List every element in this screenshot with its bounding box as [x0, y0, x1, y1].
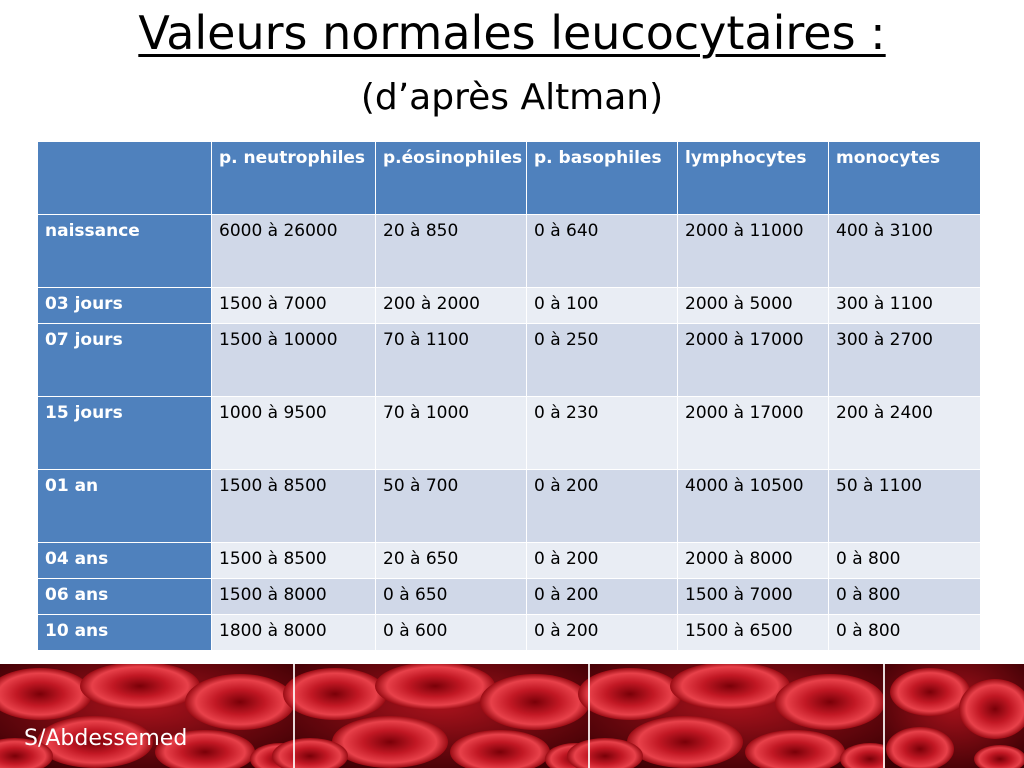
table-cell: 0 à 200	[526, 469, 678, 543]
row-label: 01 an	[37, 469, 212, 543]
table-cell: 200 à 2000	[375, 287, 527, 324]
table-cell: 1500 à 7000	[211, 287, 376, 324]
table-cell: 0 à 650	[375, 578, 527, 615]
slide-title: Valeurs normales leucocytaires :	[0, 4, 1024, 62]
table-row: 03 jours 1500 à 7000 200 à 2000 0 à 100 …	[37, 287, 981, 324]
table-cell: 0 à 200	[526, 542, 678, 579]
table-cell: 0 à 250	[526, 323, 678, 397]
table-cell: 1500 à 6500	[677, 614, 829, 651]
table-row: 04 ans 1500 à 8500 20 à 650 0 à 200 2000…	[37, 542, 981, 579]
table-cell: 70 à 1100	[375, 323, 527, 397]
table-row: 01 an 1500 à 8500 50 à 700 0 à 200 4000 …	[37, 469, 981, 543]
leukocyte-values-table: p. neutrophiles p.éosinophiles p. basoph…	[37, 141, 981, 651]
table-header-cell: p.éosinophiles	[375, 141, 527, 215]
table-cell: 2000 à 5000	[677, 287, 829, 324]
table-cell: 1500 à 8000	[211, 578, 376, 615]
row-label: 03 jours	[37, 287, 212, 324]
table-cell: 1800 à 8000	[211, 614, 376, 651]
table-cell: 0 à 200	[526, 578, 678, 615]
table-cell: 70 à 1000	[375, 396, 527, 470]
table-cell: 2000 à 17000	[677, 323, 829, 397]
table-cell: 2000 à 11000	[677, 214, 829, 288]
table-cell: 4000 à 10500	[677, 469, 829, 543]
table-cell: 20 à 850	[375, 214, 527, 288]
table-cell: 50 à 1100	[828, 469, 981, 543]
table-cell: 50 à 700	[375, 469, 527, 543]
red-blood-cells-image	[0, 664, 1024, 768]
table-row: 15 jours 1000 à 9500 70 à 1000 0 à 230 2…	[37, 396, 981, 470]
table-cell: 20 à 650	[375, 542, 527, 579]
row-label: 10 ans	[37, 614, 212, 651]
row-label: 15 jours	[37, 396, 212, 470]
table-row: 07 jours 1500 à 10000 70 à 1100 0 à 250 …	[37, 323, 981, 397]
author-credit: S/Abdessemed	[24, 726, 188, 751]
table-cell: 6000 à 26000	[211, 214, 376, 288]
red-blood-cells-illustration	[0, 664, 1024, 768]
table-header-cell: p. neutrophiles	[211, 141, 376, 215]
table-header-cell: p. basophiles	[526, 141, 678, 215]
table-cell: 0 à 800	[828, 542, 981, 579]
table-header-cell: monocytes	[828, 141, 981, 215]
row-label: naissance	[37, 214, 212, 288]
table-cell: 1500 à 8500	[211, 542, 376, 579]
table-cell: 1500 à 7000	[677, 578, 829, 615]
table-cell: 0 à 600	[375, 614, 527, 651]
table-cell: 2000 à 17000	[677, 396, 829, 470]
table-cell: 400 à 3100	[828, 214, 981, 288]
table-header-cell: lymphocytes	[677, 141, 829, 215]
table-cell: 0 à 800	[828, 578, 981, 615]
row-label: 06 ans	[37, 578, 212, 615]
table-header-cell	[37, 141, 212, 215]
table-cell: 0 à 800	[828, 614, 981, 651]
row-label: 07 jours	[37, 323, 212, 397]
table-cell: 200 à 2400	[828, 396, 981, 470]
table-cell: 0 à 200	[526, 614, 678, 651]
table-cell: 1500 à 10000	[211, 323, 376, 397]
table-cell: 0 à 640	[526, 214, 678, 288]
table-row: naissance 6000 à 26000 20 à 850 0 à 640 …	[37, 214, 981, 288]
table-row: 10 ans 1800 à 8000 0 à 600 0 à 200 1500 …	[37, 614, 981, 651]
table-cell: 300 à 1100	[828, 287, 981, 324]
table-cell: 0 à 100	[526, 287, 678, 324]
table-cell: 2000 à 8000	[677, 542, 829, 579]
slide-title-text: Valeurs normales leucocytaires :	[138, 6, 886, 60]
table-header-row: p. neutrophiles p.éosinophiles p. basoph…	[37, 141, 981, 215]
row-label: 04 ans	[37, 542, 212, 579]
table-cell: 1000 à 9500	[211, 396, 376, 470]
table-cell: 0 à 230	[526, 396, 678, 470]
table-cell: 1500 à 8500	[211, 469, 376, 543]
slide-subtitle: (d’après Altman)	[360, 77, 664, 118]
table-row: 06 ans 1500 à 8000 0 à 650 0 à 200 1500 …	[37, 578, 981, 615]
table-cell: 300 à 2700	[828, 323, 981, 397]
